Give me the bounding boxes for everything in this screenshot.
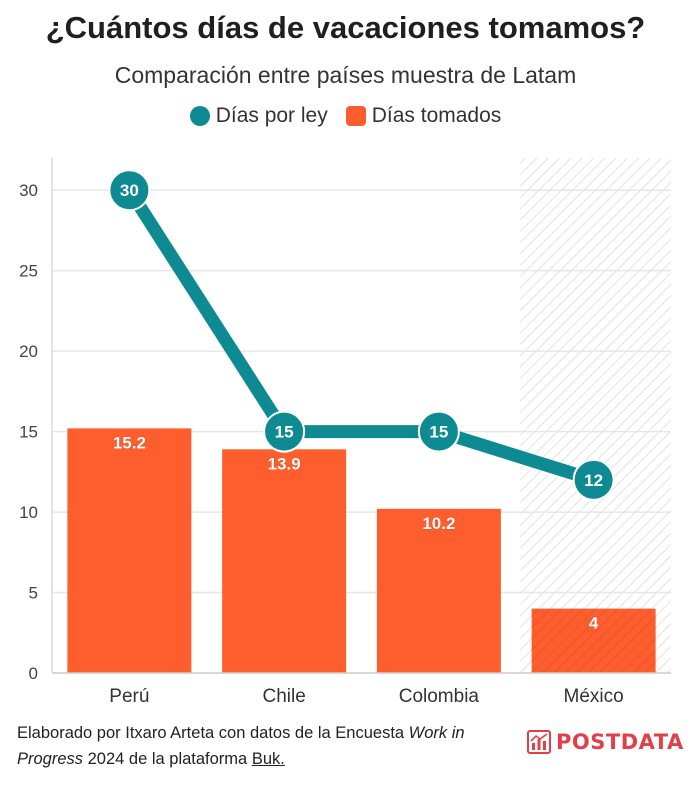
y-tick-label-0: 0 bbox=[29, 664, 38, 683]
bar-label-perú: 15.2 bbox=[113, 433, 146, 452]
chart-plot: 0 5 10 15 20 25 30 15.2 13.9 10.2 4 Perú Chile Colomb… bbox=[19, 158, 671, 707]
law-point-perú bbox=[108, 169, 151, 212]
bar-label-chile: 13.9 bbox=[268, 454, 301, 473]
bar-perú bbox=[67, 428, 192, 673]
law-point-label-méxico: 12 bbox=[584, 471, 603, 490]
legend-taken-label: Días tomados bbox=[371, 104, 502, 127]
source-note: Elaborado por Itxaro Arteta con datos de… bbox=[17, 720, 517, 772]
chart-subtitle: Comparación entre países muestra de Lata… bbox=[114, 62, 577, 88]
x-tick-label-perú: Perú bbox=[109, 686, 149, 707]
bar-chart-logo-icon bbox=[527, 730, 551, 754]
x-tick-label-méxico: México bbox=[564, 686, 624, 707]
bar-chile bbox=[222, 449, 347, 673]
y-tick-label-20: 20 bbox=[19, 342, 38, 361]
survey-name: Work in Progress bbox=[17, 724, 465, 768]
x-tick-label-chile: Chile bbox=[262, 686, 305, 707]
y-tick-label-15: 15 bbox=[19, 423, 38, 442]
law-days-line bbox=[122, 183, 601, 487]
logo-text: POSTDATA bbox=[556, 730, 684, 754]
highlight-region-méxico bbox=[520, 158, 671, 673]
x-tick-label-colombia: Colombia bbox=[399, 686, 480, 707]
bar-label-colombia: 10.2 bbox=[422, 514, 455, 533]
law-point-label-perú: 30 bbox=[120, 181, 139, 200]
legend-law-swatch bbox=[189, 106, 210, 126]
legend-item-taken: Días tomados bbox=[345, 104, 502, 128]
bar-label-méxico: 4 bbox=[589, 614, 599, 633]
y-tick-label-25: 25 bbox=[19, 262, 38, 281]
y-tick-label-5: 5 bbox=[29, 584, 38, 603]
bar-méxico bbox=[531, 608, 656, 673]
y-tick-label-30: 30 bbox=[19, 181, 38, 200]
legend-taken-swatch bbox=[345, 106, 366, 126]
chart-title: ¿Cuántos días de vacaciones tomamos? bbox=[45, 10, 646, 45]
law-point-méxico bbox=[572, 458, 615, 501]
y-tick-label-10: 10 bbox=[19, 503, 38, 522]
source-middle: 2024 de la plataforma bbox=[83, 750, 252, 768]
source-prefix: Elaborado por Itxaro Arteta con datos de… bbox=[17, 724, 409, 742]
law-point-chile bbox=[263, 410, 306, 453]
legend-law-label: Días por ley bbox=[215, 104, 328, 127]
postdata-logo: POSTDATA bbox=[527, 730, 684, 754]
legend-item-law: Días por ley bbox=[189, 104, 328, 128]
law-point-label-chile: 15 bbox=[275, 423, 294, 442]
platform-link[interactable]: Buk. bbox=[251, 750, 285, 768]
bar-colombia bbox=[376, 508, 501, 673]
law-point-label-colombia: 15 bbox=[429, 423, 448, 442]
legend: Días por ley Días tomados bbox=[0, 104, 691, 128]
law-point-colombia bbox=[417, 410, 460, 453]
